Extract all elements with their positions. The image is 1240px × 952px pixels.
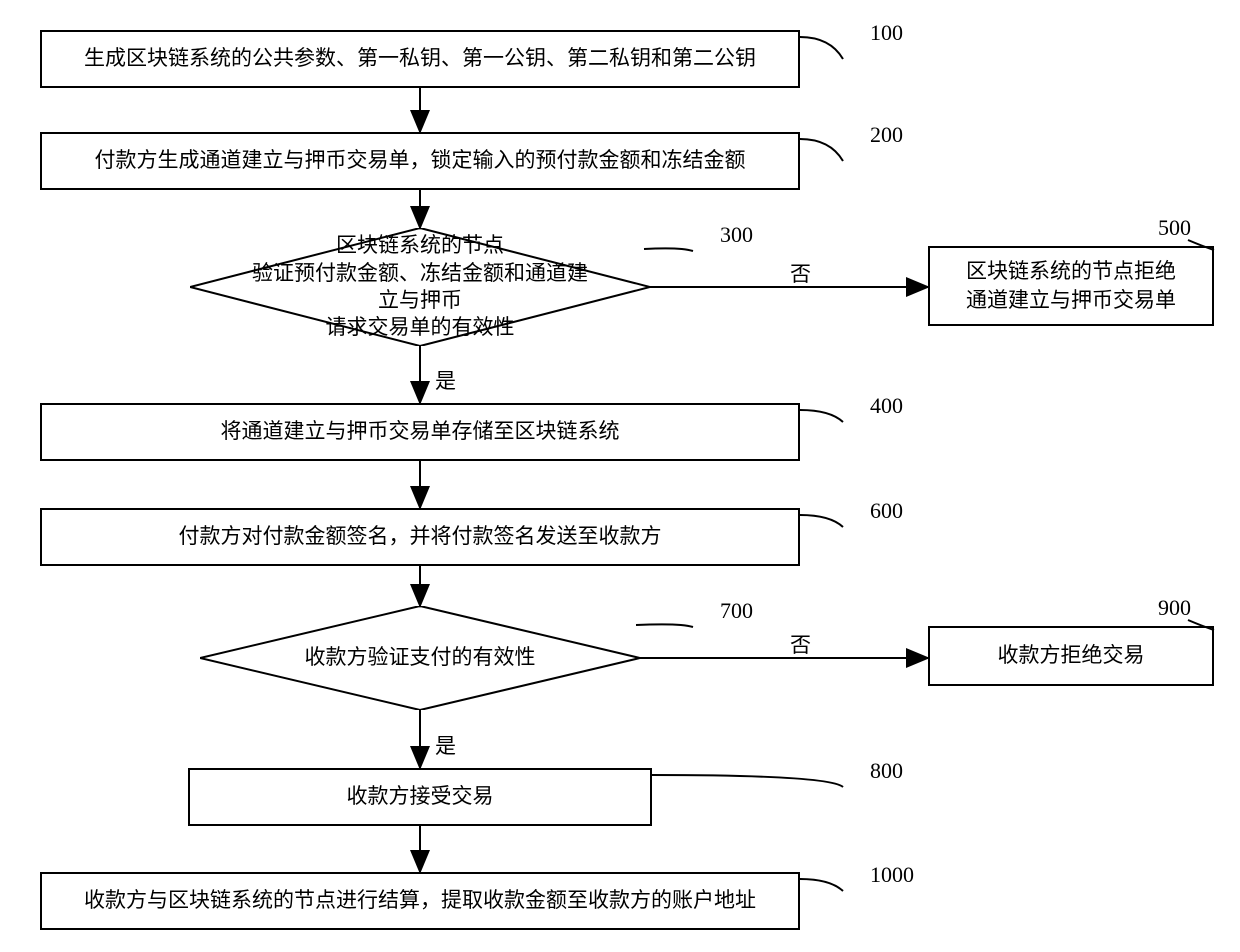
edge-label-no-1: 否 [790, 258, 811, 288]
node-600: 付款方对付款金额签名，并将付款签名发送至收款方 [40, 508, 800, 566]
node-400-text: 将通道建立与押币交易单存储至区块链系统 [221, 417, 620, 446]
node-200-text: 付款方生成通道建立与押币交易单，锁定输入的预付款金额和冻结金额 [95, 146, 746, 175]
label-700: 700 [720, 598, 753, 624]
node-800-text: 收款方接受交易 [347, 782, 494, 811]
label-300: 300 [720, 222, 753, 248]
node-300: 区块链系统的节点 验证预付款金额、冻结金额和通道建立与押币 请求交易单的有效性 [190, 228, 650, 346]
label-1000: 1000 [870, 862, 914, 888]
node-900: 收款方拒绝交易 [928, 626, 1214, 686]
node-100: 生成区块链系统的公共参数、第一私钥、第一公钥、第二私钥和第二公钥 [40, 30, 800, 88]
node-700-text: 收款方验证支付的有效性 [245, 644, 596, 671]
label-200: 200 [870, 122, 903, 148]
edge-label-yes-1: 是 [435, 365, 456, 395]
label-600: 600 [870, 498, 903, 524]
node-1000: 收款方与区块链系统的节点进行结算，提取收款金额至收款方的账户地址 [40, 872, 800, 930]
edge-label-no-2: 否 [790, 629, 811, 659]
node-400: 将通道建立与押币交易单存储至区块链系统 [40, 403, 800, 461]
node-700: 收款方验证支付的有效性 [200, 606, 640, 710]
label-100: 100 [870, 20, 903, 46]
node-600-text: 付款方对付款金额签名，并将付款签名发送至收款方 [179, 522, 662, 551]
node-500: 区块链系统的节点拒绝 通道建立与押币交易单 [928, 246, 1214, 326]
node-300-text: 区块链系统的节点 验证预付款金额、冻结金额和通道建立与押币 请求交易单的有效性 [190, 232, 650, 341]
label-400: 400 [870, 393, 903, 419]
label-900: 900 [1158, 595, 1191, 621]
node-900-text: 收款方拒绝交易 [998, 641, 1145, 670]
node-800: 收款方接受交易 [188, 768, 652, 826]
edge-label-yes-2: 是 [435, 730, 456, 760]
node-100-text: 生成区块链系统的公共参数、第一私钥、第一公钥、第二私钥和第二公钥 [84, 44, 756, 73]
node-500-text: 区块链系统的节点拒绝 通道建立与押币交易单 [966, 257, 1176, 316]
node-200: 付款方生成通道建立与押币交易单，锁定输入的预付款金额和冻结金额 [40, 132, 800, 190]
label-500: 500 [1158, 215, 1191, 241]
label-800: 800 [870, 758, 903, 784]
node-1000-text: 收款方与区块链系统的节点进行结算，提取收款金额至收款方的账户地址 [84, 886, 756, 915]
